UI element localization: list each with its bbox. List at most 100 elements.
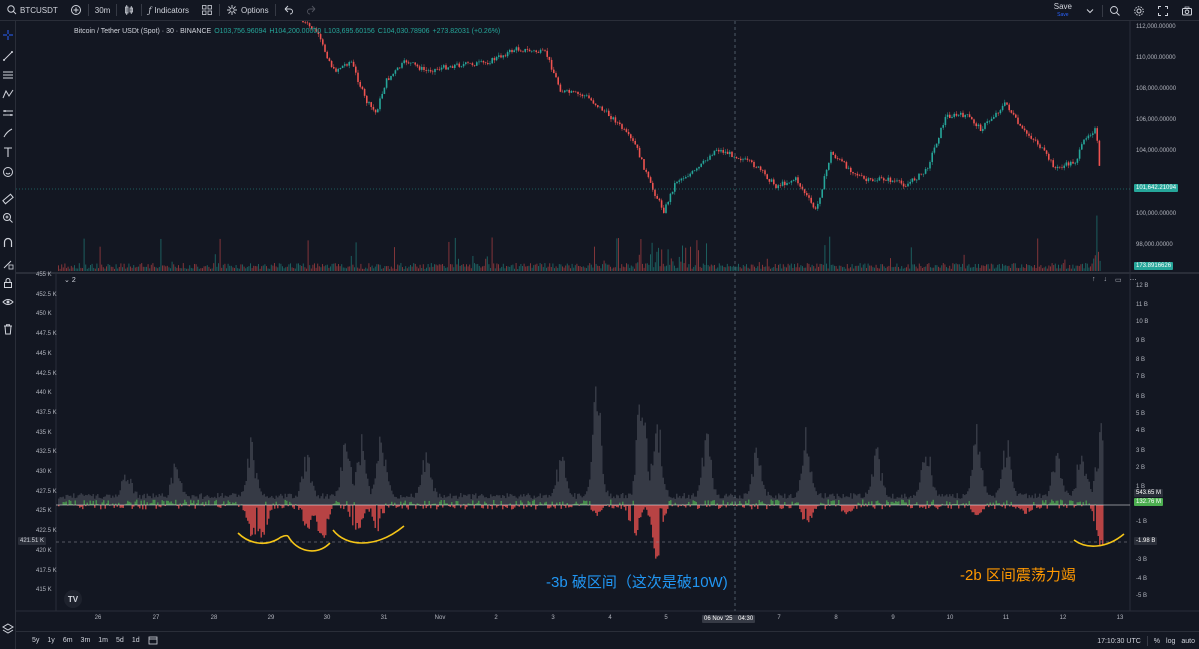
sub-pane-header[interactable]: ⌄ 2 <box>64 276 76 284</box>
range-button-1y[interactable]: 1y <box>47 637 55 644</box>
delta-bar <box>1078 502 1080 505</box>
gray-volume-bar <box>563 460 565 505</box>
delta-bar <box>316 505 318 522</box>
trash-icon[interactable] <box>2 323 14 335</box>
delta-bar <box>586 500 588 505</box>
volume-bar <box>645 263 647 271</box>
range-button-3m[interactable]: 3m <box>80 637 91 644</box>
percent-toggle[interactable]: % <box>1153 637 1161 645</box>
move-down-icon[interactable]: ↓ <box>1103 276 1108 283</box>
volume-bar <box>699 266 701 271</box>
zoom-in-icon[interactable] <box>2 212 14 224</box>
candle-body <box>678 180 680 182</box>
interval-button[interactable]: 30m <box>94 5 111 15</box>
candle-body <box>737 158 740 159</box>
delta-bar <box>551 501 553 505</box>
gray-volume-bar <box>1076 464 1078 505</box>
clock-label[interactable]: 17:10:30 UTC <box>1097 637 1141 645</box>
range-button-5d[interactable]: 5d <box>116 637 124 644</box>
text-icon[interactable] <box>2 146 14 158</box>
gray-volume-bar <box>733 496 735 505</box>
gray-volume-bar <box>188 496 190 505</box>
forecast-icon[interactable] <box>2 107 14 119</box>
range-button-6m[interactable]: 6m <box>62 637 73 644</box>
gray-volume-bar <box>380 442 382 505</box>
lock-drawing-icon[interactable] <box>2 258 14 270</box>
delta-bar <box>937 505 939 510</box>
eye-icon[interactable] <box>2 296 14 308</box>
volume-bar <box>464 266 466 271</box>
log-toggle[interactable]: log <box>1166 637 1176 645</box>
fullscreen-button[interactable] <box>1151 0 1175 21</box>
gray-volume-bar <box>1049 485 1051 505</box>
chart-legend[interactable]: Bitcoin / Tether USDt (Spot) · 30 · BINA… <box>74 28 500 35</box>
gray-volume-bar <box>1097 468 1099 505</box>
volume-bar <box>1086 263 1088 271</box>
delta-bar <box>176 505 178 506</box>
maximize-icon[interactable]: ▭ <box>1115 277 1122 284</box>
ruler-icon[interactable] <box>2 193 14 205</box>
tradingview-logo[interactable]: TV <box>64 590 82 608</box>
symbol-search[interactable]: BTCUSDT <box>0 0 64 21</box>
gray-volume-bar <box>569 493 571 505</box>
gray-volume-bar <box>164 496 166 505</box>
replay-button[interactable] <box>1103 0 1127 21</box>
delta-bar <box>716 503 718 505</box>
delta-bar <box>514 505 516 508</box>
candle-body <box>671 191 674 194</box>
indicators-button[interactable]: ƒ Indicators <box>142 0 195 21</box>
chart-type-button[interactable] <box>117 0 141 21</box>
fib-retracement-icon[interactable] <box>2 69 14 81</box>
volume-bar <box>221 267 223 271</box>
brush-icon[interactable] <box>2 127 14 139</box>
compare-button[interactable] <box>64 0 88 21</box>
chart-canvas[interactable] <box>16 21 1199 631</box>
move-up-icon[interactable]: ↑ <box>1092 276 1096 283</box>
gray-volume-bar <box>623 498 625 505</box>
gray-volume-bar <box>281 495 283 505</box>
delta-bar <box>844 505 846 513</box>
candle-body <box>979 124 982 132</box>
more-icon[interactable]: ⋯ <box>1129 277 1137 284</box>
pattern-icon[interactable] <box>2 88 14 100</box>
emoji-icon[interactable] <box>2 166 14 178</box>
gray-volume-bar <box>604 484 606 505</box>
sub-pane-index: 2 <box>71 277 76 284</box>
gray-volume-bar <box>704 440 706 505</box>
candle-body <box>687 176 689 178</box>
save-menu-button[interactable] <box>1078 0 1102 21</box>
range-button-5y[interactable]: 5y <box>32 637 40 644</box>
object-tree-icon[interactable] <box>2 623 14 635</box>
volume-bar <box>262 265 264 271</box>
volume-bar <box>496 263 498 271</box>
redo-button[interactable] <box>300 0 324 21</box>
range-button-1d[interactable]: 1d <box>131 637 140 644</box>
gray-volume-bar <box>65 494 67 505</box>
volume-bar <box>984 266 986 271</box>
search-icon <box>7 5 17 15</box>
magnet-icon[interactable] <box>2 237 14 249</box>
undo-button[interactable] <box>276 0 300 21</box>
screenshot-button[interactable] <box>1175 0 1199 21</box>
gray-volume-bar <box>458 496 460 505</box>
delta-bar <box>884 505 886 507</box>
delta-bar <box>1064 503 1066 505</box>
layouts-button[interactable] <box>195 0 219 21</box>
auto-toggle[interactable]: auto <box>1181 637 1195 645</box>
volume-bar <box>933 267 935 271</box>
gray-volume-bar <box>568 488 570 505</box>
delta-bar <box>218 505 220 508</box>
trend-line-icon[interactable] <box>2 50 14 62</box>
settings-button[interactable] <box>1127 0 1151 21</box>
date-range-button[interactable] <box>144 635 162 647</box>
candle-body <box>429 70 432 72</box>
volume-bar <box>298 263 299 271</box>
volume-bar <box>499 268 501 271</box>
crosshair-icon[interactable] <box>2 29 14 41</box>
range-button-1m[interactable]: 1m <box>98 637 109 644</box>
save-button[interactable]: Save Save <box>1048 2 1078 19</box>
pane-separator[interactable] <box>16 272 1199 274</box>
chart-area[interactable]: Bitcoin / Tether USDt (Spot) · 30 · BINA… <box>16 21 1199 631</box>
lock-icon[interactable] <box>2 277 14 289</box>
options-button[interactable]: Options <box>220 0 275 21</box>
